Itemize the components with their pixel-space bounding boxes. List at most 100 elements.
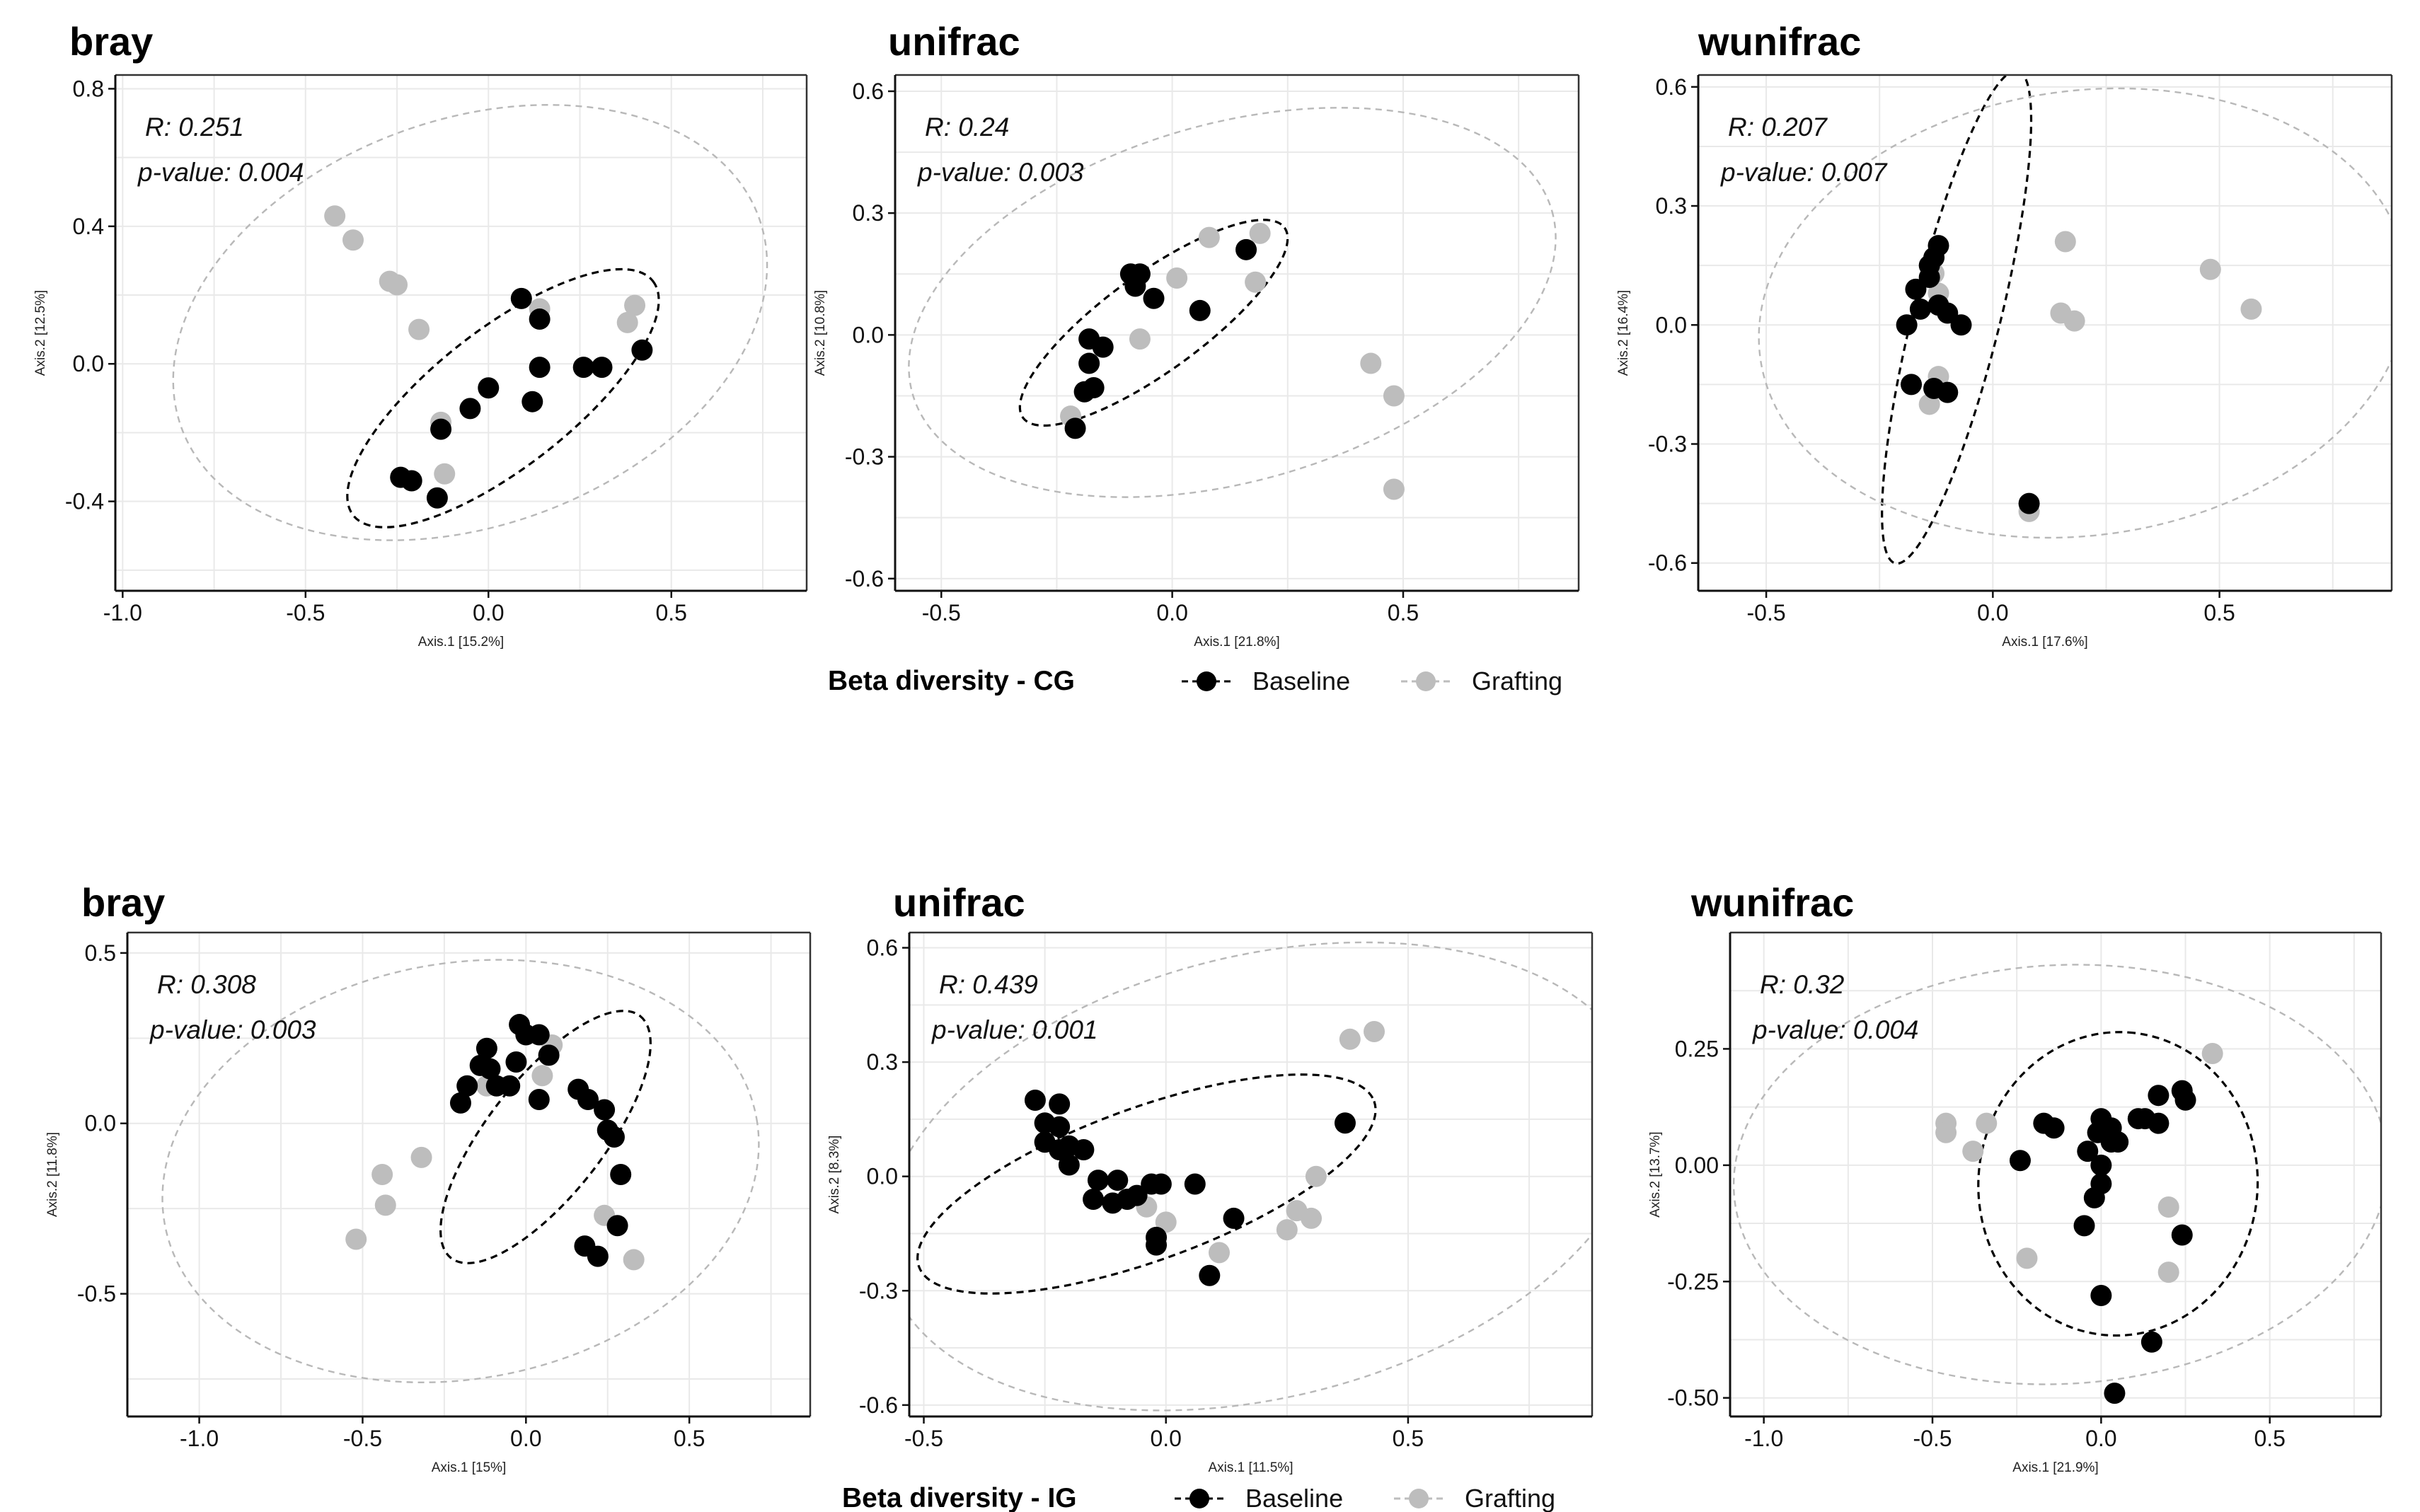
legend-label-grafting: Grafting xyxy=(1465,1484,1555,1512)
points xyxy=(1935,1043,2223,1404)
x-tick-label: -0.5 xyxy=(1747,600,1786,625)
point-baseline xyxy=(606,1215,628,1237)
point-baseline xyxy=(2174,1089,2196,1111)
y-tick-label: 0.5 xyxy=(85,940,116,966)
x-axis-label: Axis.1 [15.2%] xyxy=(418,635,504,650)
point-grafting xyxy=(623,1249,645,1271)
point-grafting xyxy=(386,274,408,296)
point-grafting xyxy=(531,1065,553,1087)
x-tick-label: -0.5 xyxy=(922,600,961,625)
grid xyxy=(115,75,807,591)
point-baseline xyxy=(459,398,481,420)
x-tick-label: -0.5 xyxy=(286,600,325,625)
y-tick-label: 0.3 xyxy=(853,200,884,226)
point-baseline xyxy=(594,1099,616,1121)
point-baseline xyxy=(1146,1234,1168,1256)
x-tick-label: -0.5 xyxy=(904,1426,943,1451)
x-tick-label: 0.5 xyxy=(1393,1426,1424,1451)
point-grafting xyxy=(1249,222,1271,244)
point-grafting xyxy=(1383,385,1405,407)
point-baseline xyxy=(2077,1141,2099,1162)
point-baseline xyxy=(1950,314,1972,336)
y-tick-label: 0.25 xyxy=(1675,1036,1719,1061)
point-baseline xyxy=(591,357,613,379)
legend-2: Beta diversity - IG Baseline Grafting xyxy=(842,1483,1555,1512)
points xyxy=(1060,222,1405,500)
point-baseline xyxy=(1049,1116,1071,1138)
point-baseline xyxy=(510,287,532,309)
point-baseline xyxy=(426,487,448,509)
point-baseline xyxy=(1073,381,1095,403)
annotation-r: R: 0.32 xyxy=(1760,970,1845,999)
y-tick-label: 0.4 xyxy=(73,214,104,239)
ellipse-grafting xyxy=(172,104,768,541)
point-baseline xyxy=(529,357,551,379)
point-baseline xyxy=(2140,1331,2162,1353)
point-baseline xyxy=(1896,314,1918,336)
y-axis-label: Axis.2 [13.7%] xyxy=(1648,1131,1663,1217)
point-baseline xyxy=(1092,336,1114,358)
point-grafting xyxy=(616,311,638,333)
point-baseline xyxy=(610,1164,632,1185)
point-baseline xyxy=(1124,275,1146,297)
point-baseline xyxy=(1126,1184,1148,1206)
point-baseline xyxy=(1928,235,1949,257)
annotation-p-value: p-value: 0.003 xyxy=(917,158,1084,187)
y-tick-label: -0.3 xyxy=(859,1278,898,1303)
x-tick-label: 0.5 xyxy=(1388,600,1419,625)
point-baseline xyxy=(2171,1224,2193,1246)
x-tick-label: 0.5 xyxy=(2203,600,2235,625)
y-tick-label: -0.6 xyxy=(845,566,884,591)
y-tick-label: -0.6 xyxy=(1648,550,1687,576)
x-tick-label: 0.0 xyxy=(2085,1426,2116,1451)
x-tick-label: 0.5 xyxy=(655,600,686,625)
point-baseline xyxy=(2148,1085,2170,1107)
y-axis-label: Axis.2 [10.8%] xyxy=(813,290,828,376)
annotation-p-value: p-value: 0.004 xyxy=(137,158,304,187)
x-tick-label: 0.5 xyxy=(674,1426,705,1451)
point-grafting xyxy=(2063,310,2085,332)
confidence-ellipses xyxy=(172,104,768,541)
annotation-p-value: p-value: 0.001 xyxy=(931,1015,1098,1044)
point-baseline xyxy=(449,1092,471,1114)
legend-key-grafting xyxy=(1394,1489,1444,1508)
point-grafting xyxy=(324,205,346,227)
x-axis-label: Axis.1 [17.6%] xyxy=(2002,635,2087,650)
legend-title: Beta diversity - CG xyxy=(828,666,1075,696)
point-grafting xyxy=(1364,1021,1385,1043)
point-grafting xyxy=(1301,1207,1323,1229)
point-baseline xyxy=(1334,1112,1356,1134)
point-baseline xyxy=(1223,1207,1245,1229)
point-baseline xyxy=(1143,287,1165,309)
legend-1: Beta diversity - CG Baseline Grafting xyxy=(828,666,1562,696)
point-baseline xyxy=(1083,1189,1105,1211)
point-baseline xyxy=(2043,1117,2065,1139)
chart-title: wunifrac xyxy=(1690,880,1854,925)
point-baseline xyxy=(2148,1112,2170,1134)
annotation-p-value: p-value: 0.007 xyxy=(1720,158,1888,187)
point-grafting xyxy=(410,1146,432,1168)
chart-panel-5: -0.5 0.0 0.5 -0.6 -0.3 0.0 0.3 0.6 unifrac Axis.1… xyxy=(827,880,1594,1475)
points xyxy=(1896,231,2262,522)
point-baseline xyxy=(1058,1154,1080,1176)
grid xyxy=(895,75,1579,591)
y-tick-label: -0.50 xyxy=(1667,1385,1719,1411)
x-tick-label: -1.0 xyxy=(1744,1426,1783,1451)
ellipse-baseline xyxy=(346,267,660,529)
point-grafting xyxy=(371,1164,393,1185)
point-baseline xyxy=(2083,1187,2105,1208)
point-baseline xyxy=(478,377,500,399)
point-grafting xyxy=(2240,298,2262,320)
point-baseline xyxy=(1235,238,1257,260)
point-grafting xyxy=(1276,1219,1298,1241)
y-tick-label: 0.00 xyxy=(1675,1153,1719,1178)
point-grafting xyxy=(2199,258,2221,280)
chart-panel-6: -1.0 -0.5 0.0 0.5 -0.50 -0.25 0.00 0.25 wunifrac… xyxy=(1648,880,2382,1475)
point-baseline xyxy=(529,308,551,330)
grid xyxy=(127,933,810,1416)
y-tick-label: 0.0 xyxy=(73,351,104,376)
ellipse-grafting xyxy=(1758,87,2392,539)
x-tick-label: -1.0 xyxy=(180,1426,219,1451)
point-baseline xyxy=(1905,278,1927,300)
point-grafting xyxy=(1305,1165,1327,1187)
